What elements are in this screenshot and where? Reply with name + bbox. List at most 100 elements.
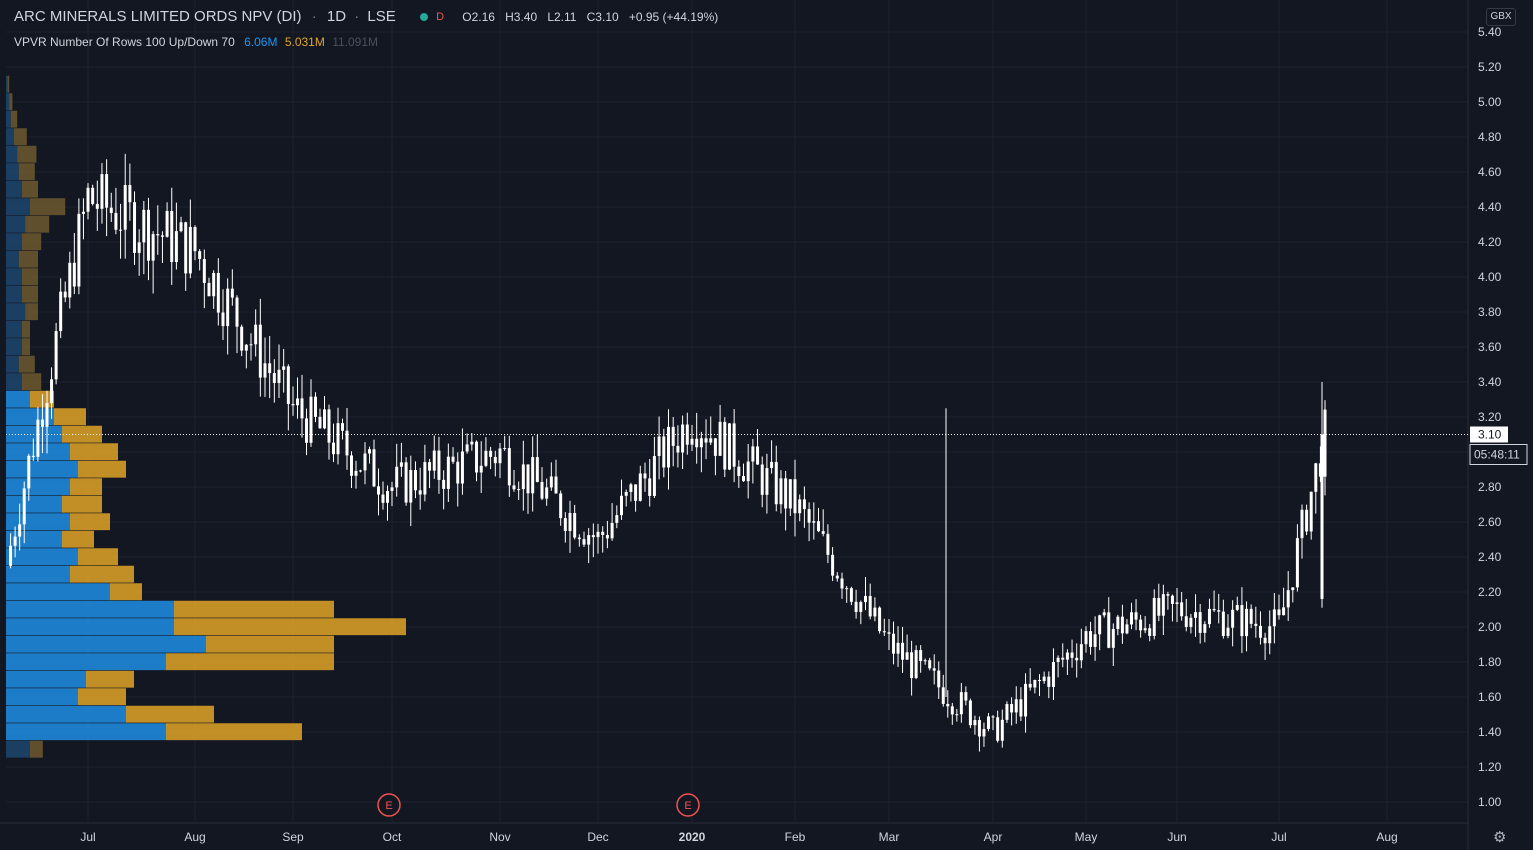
vp-up-bar xyxy=(6,653,166,671)
candle-body xyxy=(216,272,220,313)
candle-body xyxy=(1166,594,1170,596)
vp-up-bar xyxy=(6,670,86,688)
vp-up-bar xyxy=(6,600,174,618)
vp-down-bar xyxy=(62,530,94,548)
candle-body xyxy=(568,512,572,532)
candle-body xyxy=(946,703,950,707)
indicator-up-volume: 6.06M xyxy=(244,35,278,49)
candle-body xyxy=(327,409,331,443)
candle-body xyxy=(368,449,371,454)
currency-button[interactable]: GBX xyxy=(1486,8,1516,26)
candle-body xyxy=(624,491,628,496)
candle-body xyxy=(1282,607,1286,616)
x-tick-label: Nov xyxy=(489,830,510,844)
candle-body xyxy=(1203,624,1207,633)
candle-body xyxy=(982,728,986,737)
candle-body xyxy=(577,537,581,540)
candle-body xyxy=(36,419,40,457)
candle-body xyxy=(840,578,844,589)
candle-body xyxy=(291,403,295,406)
candle-body xyxy=(377,486,380,495)
candle-body xyxy=(1184,616,1188,627)
earnings-marker-icon xyxy=(377,793,401,817)
candle-body xyxy=(1231,609,1235,628)
candle-body xyxy=(973,720,977,726)
vp-up-bar xyxy=(6,635,206,653)
candle-body xyxy=(919,650,923,662)
y-tick-label: 2.60 xyxy=(1478,515,1502,529)
settings-gear-icon[interactable]: ⚙ xyxy=(1493,829,1507,846)
symbol-name[interactable]: ARC MINERALS LIMITED ORDS NPV (DI) xyxy=(14,8,302,25)
candle-body xyxy=(1198,612,1202,633)
candle-body xyxy=(849,588,853,602)
y-tick-label: 2.40 xyxy=(1478,550,1502,564)
market-status-icon xyxy=(419,12,428,21)
candle-body xyxy=(770,461,774,469)
x-tick-label: Jul xyxy=(80,830,95,844)
earnings-marker-label: E xyxy=(684,800,691,812)
candle-body xyxy=(1170,595,1174,604)
candle-body xyxy=(601,531,605,535)
vp-down-bar xyxy=(174,618,406,636)
candle-body xyxy=(1268,626,1272,644)
candle-body xyxy=(1189,617,1193,627)
candle-body xyxy=(13,536,17,546)
indicator-legend[interactable]: VPVR Number Of Rows 100 Up/Down 70 6.06M… xyxy=(14,35,378,49)
vp-up-bar xyxy=(6,373,22,391)
candle-body xyxy=(179,222,183,232)
vp-up-bar xyxy=(6,548,78,566)
candle-body xyxy=(1084,631,1088,645)
candle-body xyxy=(704,438,708,443)
candle-body xyxy=(878,607,882,632)
candle-body xyxy=(1309,491,1313,532)
candle-body xyxy=(446,456,450,489)
candle-body xyxy=(235,297,239,327)
candle-body xyxy=(1056,657,1060,663)
candle-body xyxy=(723,421,727,470)
candle-body xyxy=(123,185,127,230)
vp-up-bar xyxy=(6,565,70,583)
vp-up-bar xyxy=(6,180,22,198)
vp-up-bar xyxy=(6,268,22,286)
vp-up-bar xyxy=(6,705,126,723)
candle-body xyxy=(845,588,849,590)
candle-body xyxy=(718,421,722,456)
candle-body xyxy=(950,706,954,715)
candle-body xyxy=(323,409,326,429)
candle-body xyxy=(835,575,839,579)
candle-body xyxy=(86,187,90,212)
countdown-tag xyxy=(1469,444,1528,465)
candle-body xyxy=(1051,662,1055,687)
candle-body xyxy=(1291,587,1295,591)
candle-body xyxy=(442,479,446,489)
candle-body xyxy=(526,464,530,494)
candle-body xyxy=(146,209,150,261)
candle-body xyxy=(1249,608,1253,624)
candle-body xyxy=(1005,704,1009,720)
interval-label[interactable]: 1D xyxy=(326,8,347,25)
candle-body xyxy=(1089,631,1093,647)
candle-body xyxy=(1320,434,1324,599)
vp-up-bar xyxy=(6,75,8,93)
candle-body xyxy=(341,423,344,431)
candle-body xyxy=(165,210,169,237)
vp-up-bar xyxy=(6,110,11,128)
candle-body xyxy=(964,692,968,701)
candle-body xyxy=(156,234,160,236)
indicator-down-volume: 5.031M xyxy=(284,35,325,49)
candle-body xyxy=(887,632,891,634)
candle-body xyxy=(587,535,591,545)
candle-body xyxy=(207,282,211,297)
candle-body xyxy=(409,470,413,503)
candle-body xyxy=(50,379,54,404)
candle-body xyxy=(133,202,137,253)
vp-up-bar xyxy=(6,198,30,216)
candle-body xyxy=(1152,597,1156,636)
vp-up-bar xyxy=(6,583,110,601)
vp-down-bar xyxy=(10,110,18,128)
candle-body xyxy=(254,324,258,345)
candle-body xyxy=(1134,612,1138,620)
candle-body xyxy=(1111,629,1115,648)
vp-up-bar xyxy=(6,390,30,408)
